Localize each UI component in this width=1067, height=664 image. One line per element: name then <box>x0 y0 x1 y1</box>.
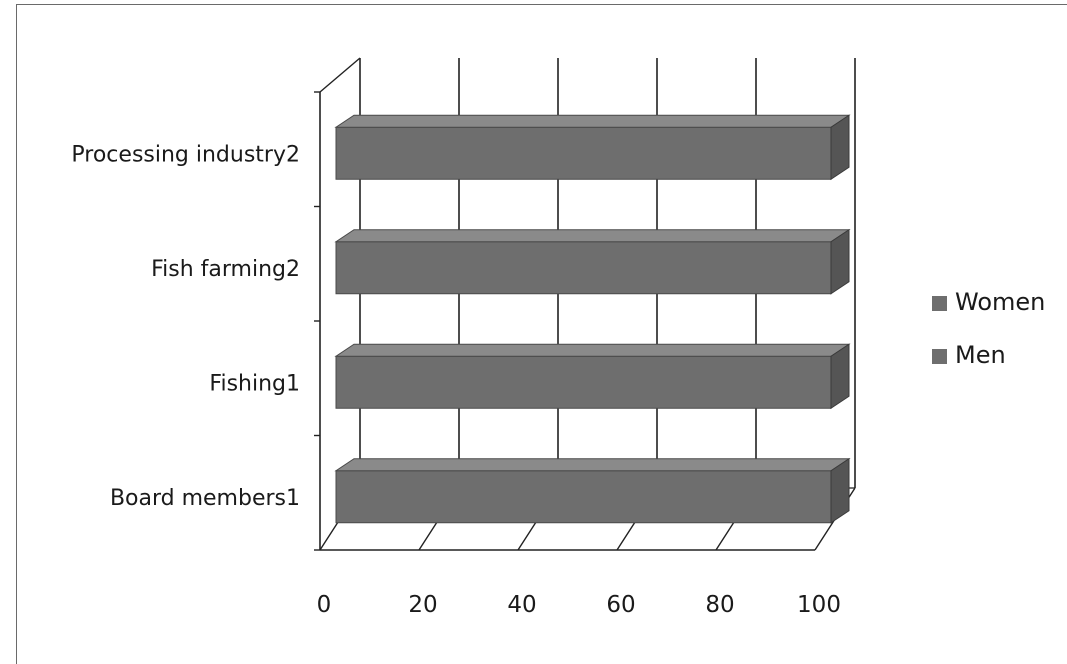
legend-swatch-women <box>932 296 947 311</box>
x-tick-label-60: 60 <box>606 592 635 618</box>
bar-top-men-0 <box>334 458 851 472</box>
bar-side-men-2 <box>830 228 850 295</box>
label-layer: Board members1 Fishing1 Fish farming2 Proce… <box>71 142 841 618</box>
bar-men-2 <box>335 241 832 295</box>
bar-layer <box>334 114 851 524</box>
bar-men-3 <box>335 126 832 180</box>
legend-swatch-men <box>932 349 947 364</box>
bar-side-men-1 <box>830 343 850 410</box>
bar-top-men-2 <box>334 229 851 243</box>
legend-label-women: Women <box>955 288 1045 316</box>
x-tick-label-0: 0 <box>317 592 332 618</box>
category-label-0: Board members1 <box>110 486 300 511</box>
x-tick-label-40: 40 <box>507 592 536 618</box>
legend-layer: Women Men <box>932 288 1045 369</box>
left-wall-top-edge <box>319 57 361 93</box>
chart-frame <box>16 4 1067 664</box>
bar-top-men-1 <box>334 343 851 357</box>
x-tick-label-20: 20 <box>408 592 437 618</box>
legend-label-men: Men <box>955 341 1006 369</box>
bar-side-men-0 <box>830 457 850 524</box>
category-label-1: Fishing1 <box>209 371 300 396</box>
bar-side-men-3 <box>830 114 850 181</box>
category-label-2: Fish farming2 <box>151 257 300 282</box>
x-tick-label-100: 100 <box>797 592 841 618</box>
bar-men-1 <box>335 355 832 409</box>
axis-layer <box>314 57 815 551</box>
category-label-3: Processing industry2 <box>71 142 300 167</box>
bar-top-men-3 <box>334 114 851 128</box>
x-tick-label-80: 80 <box>705 592 734 618</box>
bar-men-0 <box>335 470 832 524</box>
